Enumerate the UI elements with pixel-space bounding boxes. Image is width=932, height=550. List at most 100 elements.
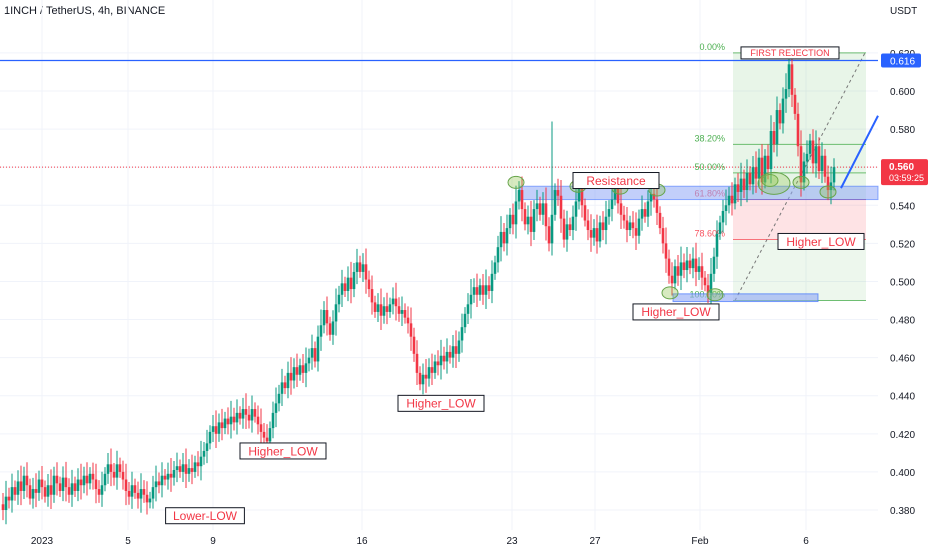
candle-body [649, 193, 653, 202]
fib-level-label: 50.00% [694, 162, 725, 172]
candle [463, 307, 467, 334]
candle [739, 162, 743, 207]
candle-body [727, 195, 731, 206]
candle-body [613, 188, 617, 200]
x-tick-label: 27 [589, 536, 601, 547]
candle [10, 473, 14, 513]
candle-body [403, 310, 407, 318]
candle-body [76, 479, 80, 491]
candle-body [31, 489, 35, 499]
candle-body [601, 222, 605, 231]
candle [493, 255, 497, 280]
candle [793, 88, 797, 120]
candle-body [679, 262, 683, 276]
candle [31, 477, 35, 509]
candle [127, 482, 131, 505]
candle-body [13, 487, 17, 495]
candle-body [205, 443, 209, 451]
candle [94, 463, 98, 504]
candle [169, 458, 173, 492]
candle-body [157, 481, 161, 486]
candle-body [610, 199, 614, 210]
candle-body [748, 172, 752, 185]
candle [775, 96, 779, 157]
candle [718, 215, 722, 240]
candle-body [823, 155, 827, 177]
candle-body [592, 228, 596, 238]
candle-body [166, 473, 170, 480]
candle-body [97, 489, 101, 495]
y-tick-label: 0.420 [890, 430, 915, 441]
candle-body [655, 199, 659, 213]
candle-body [190, 468, 194, 472]
candle-body [502, 231, 506, 244]
highlight-circle [706, 288, 724, 302]
candle [157, 472, 161, 494]
candle-body [67, 487, 71, 495]
candle-body [745, 172, 749, 191]
candle-body [424, 374, 428, 379]
candle-body [814, 146, 818, 164]
candle-body [733, 184, 737, 204]
candle-body [451, 346, 455, 358]
candle [304, 347, 308, 388]
candle [166, 462, 170, 490]
candle [331, 310, 335, 345]
candle-body [460, 327, 464, 341]
candle-body [169, 473, 173, 478]
candle-body [673, 266, 677, 284]
candle [178, 459, 182, 478]
candle [667, 249, 671, 284]
candle-body [226, 418, 230, 425]
candle [535, 189, 539, 222]
candle-body [283, 382, 287, 389]
candle [67, 478, 71, 503]
candle [748, 166, 752, 191]
candle [151, 475, 155, 509]
candle-body [718, 222, 722, 234]
candle [778, 103, 782, 130]
candle-body [265, 437, 269, 442]
candle [82, 466, 86, 494]
candle-body [697, 266, 701, 272]
candle-body [370, 289, 374, 303]
candle-body [802, 161, 806, 183]
candle [133, 478, 137, 499]
candle-body [4, 496, 8, 510]
candle [658, 206, 662, 235]
candle [19, 465, 23, 506]
candle [187, 459, 191, 482]
candle-body [304, 363, 308, 373]
candle [61, 466, 65, 502]
candle [370, 275, 374, 315]
annotation-label: Lower-LOW [165, 507, 245, 525]
candle-body [406, 317, 410, 324]
highlight-circle [819, 185, 837, 199]
candle-body [298, 365, 302, 375]
candle [154, 465, 158, 502]
candle-body [334, 304, 338, 322]
candle-body [247, 414, 251, 421]
candle-body [604, 216, 608, 231]
candle [445, 338, 449, 374]
candle [478, 278, 482, 301]
candle-body [448, 351, 452, 358]
candle [25, 462, 29, 498]
candle [190, 454, 194, 485]
candle-body [91, 473, 95, 480]
candle [274, 387, 278, 428]
candle-body [400, 310, 404, 314]
candle [763, 149, 767, 189]
axis-currency: USDT [890, 6, 917, 17]
candle-body [343, 283, 347, 291]
candle [628, 215, 632, 237]
candle [817, 137, 821, 180]
candle [199, 440, 203, 481]
candle-body [136, 492, 140, 499]
annotation-text: Higher_LOW [786, 235, 856, 249]
candle [715, 220, 719, 269]
candle [181, 453, 185, 483]
candle-body [505, 228, 509, 244]
candle [466, 293, 470, 324]
